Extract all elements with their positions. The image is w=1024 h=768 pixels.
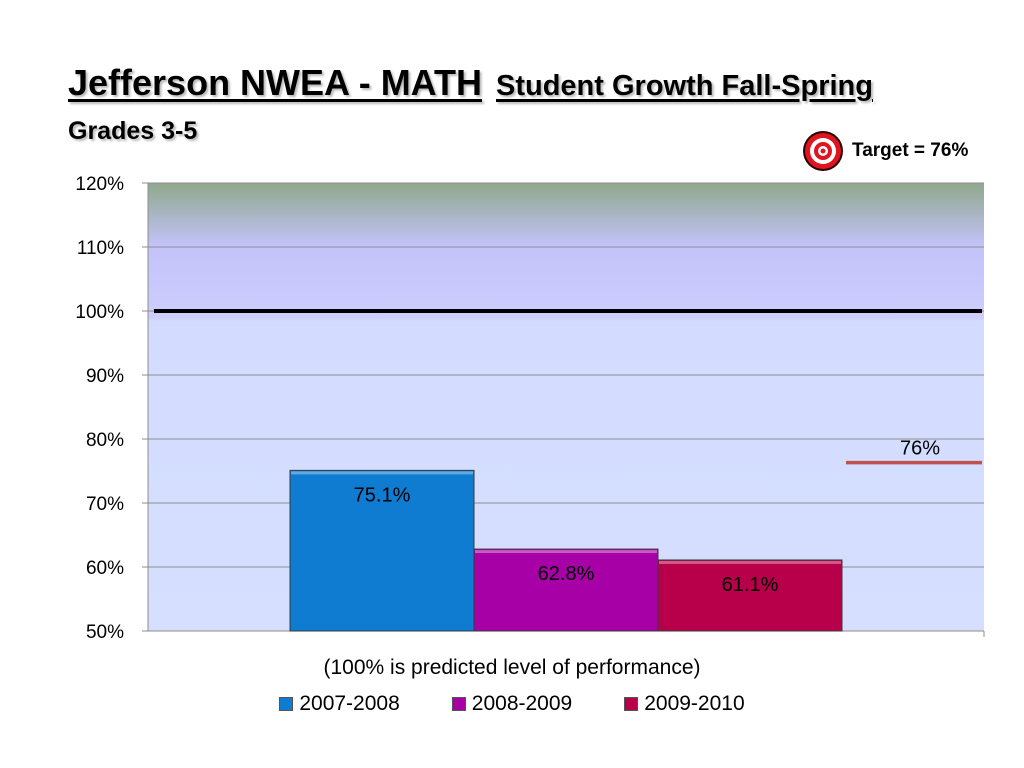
legend-item-2007-2008: 2007-2008 — [279, 692, 400, 716]
target-indicator: Target = 76% — [802, 130, 968, 172]
legend-label: 2007-2008 — [299, 692, 400, 715]
bar-value-label: 61.1% — [722, 574, 779, 596]
bar-value-label: 62.8% — [538, 563, 595, 585]
target-label: Target = 76% — [852, 140, 969, 161]
bar-highlight — [659, 560, 841, 564]
x-axis-caption: (100% is predicted level of performance) — [323, 656, 701, 679]
bar-value-label: 75.1% — [354, 484, 411, 506]
target-line-label: 76% — [900, 438, 940, 460]
bar-highlight — [291, 471, 473, 475]
legend-item-2008-2009: 2008-2009 — [451, 692, 573, 716]
grades-subtitle: Grades 3-5 — [68, 117, 198, 145]
legend-swatch — [624, 697, 639, 711]
y-tick-label: 110% — [77, 238, 124, 259]
y-tick-label: 70% — [86, 494, 124, 515]
y-tick-label: 100% — [75, 302, 124, 323]
bar-highlight — [475, 550, 657, 554]
bar-2009-2010 — [657, 559, 843, 632]
title-subtitle: Student Growth Fall-Spring — [496, 70, 873, 102]
legend-swatch — [279, 697, 294, 711]
target-bullseye-icon — [803, 131, 843, 171]
y-tick-label: 60% — [86, 558, 124, 579]
bar-2008-2009 — [473, 548, 659, 632]
legend-swatch — [451, 697, 466, 711]
title-main: Jefferson NWEA - MATH — [68, 62, 482, 103]
bar-2007-2008 — [289, 469, 475, 632]
legend-label: 2008-2009 — [471, 692, 573, 715]
legend: 2007-2008 2008-2009 2009-2010 — [0, 692, 1024, 716]
legend-label: 2009-2010 — [644, 692, 745, 715]
y-tick-label: 120% — [75, 174, 124, 195]
y-tick-label: 50% — [86, 622, 124, 643]
chart-title: Jefferson NWEA - MATH Student Growth Fall… — [68, 62, 873, 104]
y-tick-label: 90% — [86, 366, 124, 387]
y-tick-label: 80% — [86, 430, 124, 451]
legend-item-2009-2010: 2009-2010 — [624, 692, 745, 716]
